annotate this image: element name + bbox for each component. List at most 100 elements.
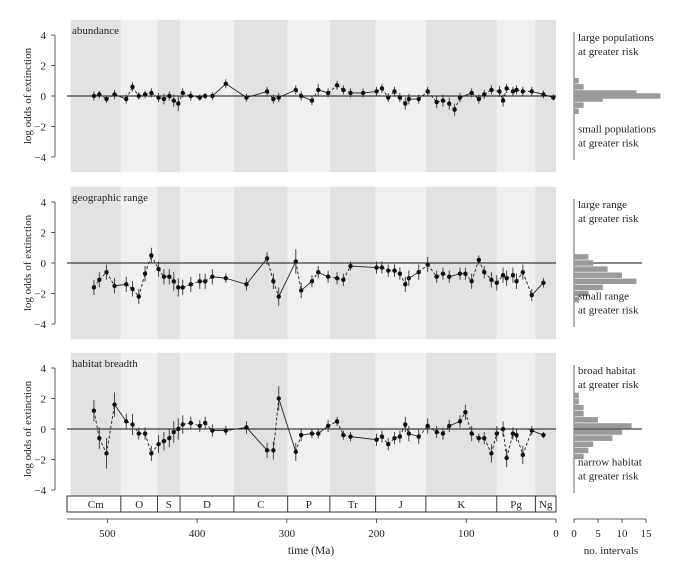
- data-point: [112, 92, 117, 97]
- data-point: [276, 396, 281, 401]
- data-point: [130, 286, 135, 292]
- series-segment: [225, 83, 247, 98]
- data-point: [325, 423, 331, 429]
- data-point: [360, 90, 366, 96]
- data-point: [476, 257, 482, 263]
- period-band-J: [375, 352, 426, 496]
- data-point: [425, 262, 430, 267]
- data-point: [529, 89, 534, 94]
- data-point: [514, 432, 519, 438]
- data-point: [434, 429, 439, 435]
- data-point: [210, 428, 215, 433]
- data-point: [379, 434, 385, 439]
- data-point: [374, 437, 379, 442]
- period-band-O: [120, 352, 158, 496]
- data-point: [142, 92, 148, 97]
- period-label-Tr: Tr: [348, 499, 358, 511]
- data-point: [374, 89, 379, 94]
- y-tick-label: 2: [41, 61, 47, 73]
- data-point: [136, 431, 141, 436]
- series-segment: [427, 91, 438, 103]
- data-point: [500, 98, 506, 103]
- hist-bar: [574, 435, 613, 441]
- y-tick-label: 4: [41, 363, 47, 375]
- hist-bar: [574, 429, 622, 435]
- data-point: [188, 93, 194, 99]
- data-point: [457, 95, 463, 100]
- data-point: [541, 92, 546, 97]
- data-point: [316, 269, 321, 275]
- data-point: [476, 96, 482, 102]
- note-line: large populations: [578, 32, 654, 44]
- data-point: [167, 93, 172, 99]
- data-point: [197, 95, 202, 100]
- data-point: [341, 432, 346, 438]
- data-point: [504, 276, 509, 281]
- series-segment: [114, 404, 127, 422]
- data-point: [124, 419, 129, 424]
- data-point: [309, 98, 315, 103]
- series-segment: [106, 404, 115, 454]
- series-segment: [138, 273, 146, 297]
- series-segment: [144, 255, 152, 274]
- data-point: [91, 408, 97, 413]
- period-bar-frame: [66, 495, 557, 513]
- series-segment: [278, 398, 297, 453]
- data-point: [325, 274, 331, 279]
- hist-bar: [574, 260, 594, 266]
- data-point: [520, 452, 526, 458]
- period-band-S: [157, 352, 181, 496]
- data-point: [510, 89, 516, 94]
- period-band-Cm: [70, 352, 121, 496]
- hist-bar: [574, 423, 632, 429]
- data-point: [91, 285, 97, 290]
- data-point: [334, 83, 340, 88]
- series-segment: [278, 89, 296, 98]
- note-line: large range: [578, 199, 627, 211]
- data-point: [482, 435, 487, 441]
- data-point: [298, 432, 304, 438]
- data-point: [500, 273, 506, 278]
- hist-x-tick-label: 15: [641, 528, 653, 540]
- data-point: [130, 84, 135, 90]
- series-segment: [522, 430, 533, 456]
- note-line: small range: [578, 291, 629, 303]
- data-point: [167, 435, 172, 441]
- x-tick-label: 200: [368, 528, 385, 540]
- hist-bar: [574, 392, 579, 399]
- data-point: [167, 274, 172, 279]
- hist-x-tick-label: 10: [617, 528, 629, 540]
- data-point: [520, 89, 526, 94]
- data-point: [104, 96, 109, 102]
- series-segment: [212, 83, 227, 97]
- data-point: [463, 271, 468, 276]
- data-point: [293, 259, 298, 264]
- data-point: [171, 98, 176, 103]
- data-point: [469, 279, 474, 284]
- data-point: [223, 276, 229, 281]
- data-point: [440, 431, 446, 436]
- period-band-P: [287, 352, 330, 496]
- histogram-geographic-range: large range at greater risk small range at …: [573, 198, 642, 328]
- series-segment: [212, 276, 226, 279]
- data-point: [316, 431, 321, 436]
- period-label-J: J: [399, 499, 404, 511]
- data-point: [469, 431, 474, 436]
- hist-bar: [574, 398, 579, 405]
- series-segment: [478, 259, 485, 273]
- data-point: [293, 449, 298, 455]
- data-point: [97, 435, 102, 441]
- data-point: [457, 419, 463, 424]
- data-point: [112, 402, 117, 407]
- series-segment: [464, 412, 473, 434]
- y-axis-label: log odds of extinction: [22, 380, 34, 477]
- hist-x-axis-label: no. intervals: [584, 545, 638, 557]
- note-bottom: small range at greater risk: [578, 291, 639, 317]
- hist-x-tick-label: 0: [571, 528, 577, 540]
- data-point: [309, 431, 315, 436]
- data-point: [104, 451, 109, 456]
- note-line: at greater risk: [578, 46, 639, 58]
- data-point: [136, 93, 141, 99]
- period-label-D: D: [203, 499, 211, 511]
